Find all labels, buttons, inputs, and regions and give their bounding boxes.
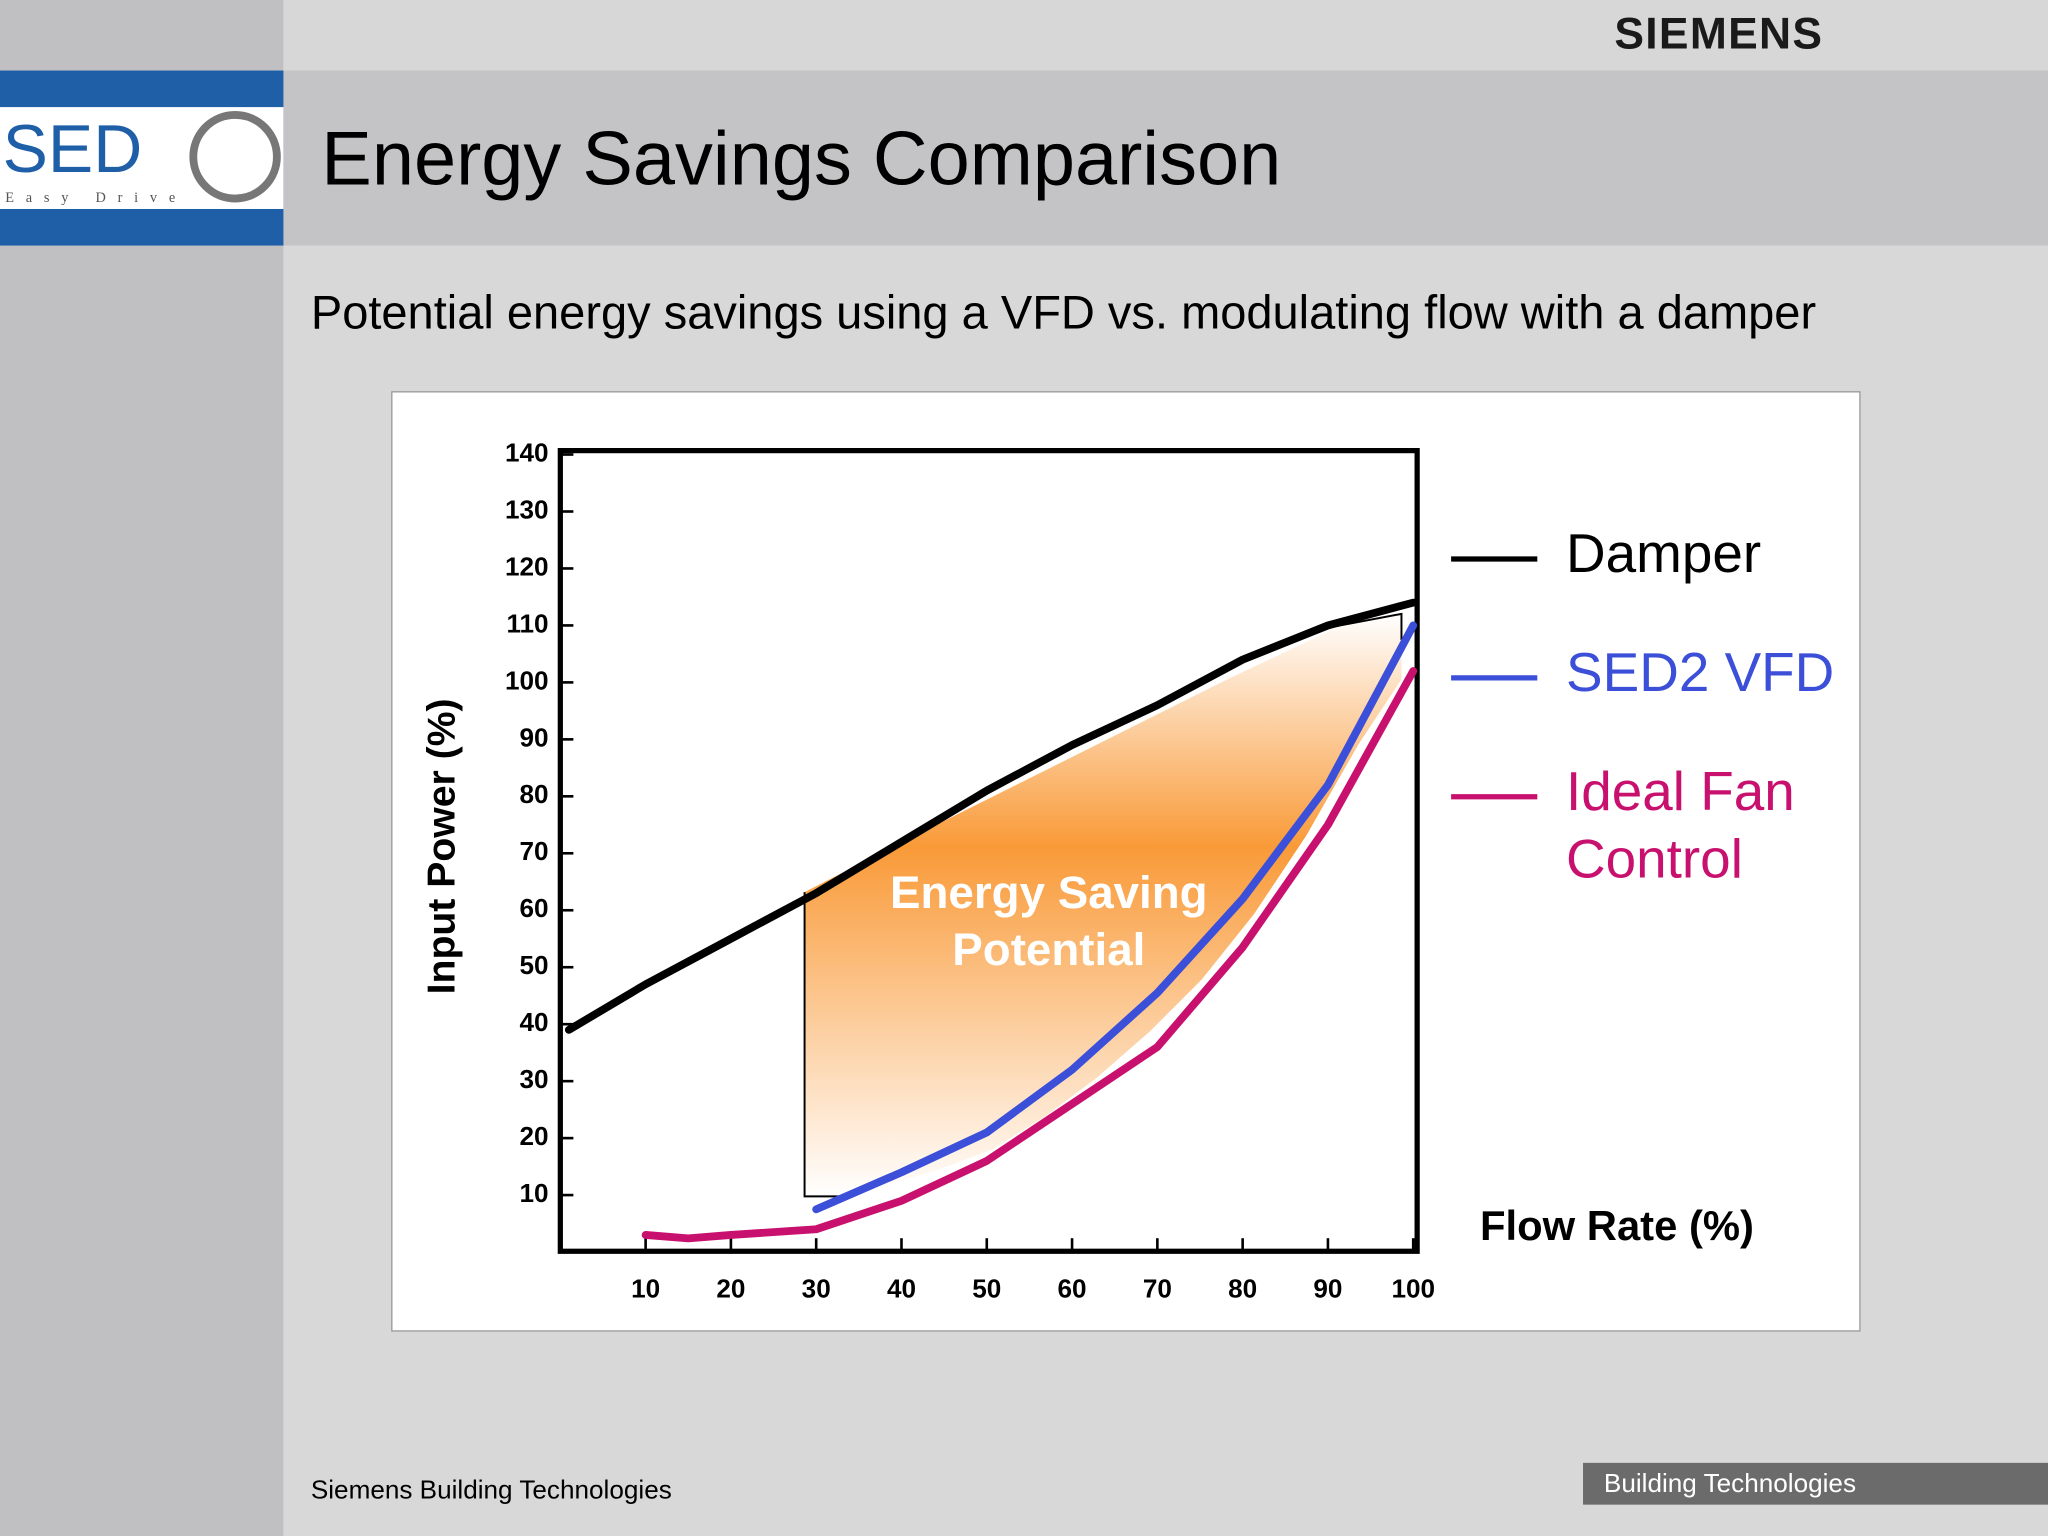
- y-tick-label: 40: [520, 1007, 549, 1037]
- y-tick-label: 30: [520, 1064, 549, 1094]
- y-tick-label: 140: [505, 437, 549, 467]
- logo-panel: [0, 107, 284, 209]
- y-tick-label: 90: [520, 722, 549, 752]
- slide-title: Energy Savings Comparison: [321, 117, 1281, 202]
- title-band: [283, 70, 2048, 246]
- series-line: [564, 598, 1418, 1034]
- x-tick-label: 40: [887, 1273, 916, 1303]
- x-tick-label: 60: [1058, 1273, 1087, 1303]
- subtitle: Potential energy savings using a VFD vs.…: [311, 286, 1816, 339]
- saving-outline: [803, 892, 849, 1198]
- sidebar: [0, 0, 284, 1536]
- logo-gear: [189, 111, 281, 203]
- y-tick-label: 60: [520, 893, 549, 923]
- logo-text: SED: [3, 112, 143, 187]
- footer-right: Building Technologies: [1604, 1468, 1856, 1498]
- y-tick-label: 130: [505, 494, 549, 524]
- legend-entry: Damper: [1566, 522, 1762, 584]
- footer-left: Siemens Building Technologies: [311, 1474, 672, 1504]
- x-axis-label: Flow Rate (%): [1480, 1202, 1754, 1249]
- logo-subtext: Easy Drive: [5, 190, 187, 206]
- x-tick-label: 80: [1228, 1273, 1257, 1303]
- legend-label: SED2 VFD: [1566, 641, 1835, 703]
- annotation-box: Energy Saving Potential: [890, 867, 1208, 976]
- y-tick-label: 110: [506, 608, 548, 638]
- x-tick-label: 100: [1391, 1273, 1435, 1303]
- y-tick-label: 120: [505, 551, 549, 581]
- series-line: [812, 621, 1418, 1214]
- y-tick-label: 80: [520, 779, 549, 809]
- legend-entry: Ideal Fan Control: [1566, 760, 1795, 890]
- series-line: [641, 667, 1418, 1243]
- brand: SIEMENS: [1614, 9, 1823, 58]
- legend-entry: SED2 VFD: [1566, 641, 1835, 703]
- plot: 10 20 30 40 50 60 70 80 90 100 110 120 130 140 10 20 30 4…: [505, 437, 1835, 1303]
- x-tick-label: 90: [1313, 1273, 1342, 1303]
- footer-bar: [1583, 1462, 2048, 1505]
- y-tick-label: 100: [505, 665, 549, 695]
- x-tick-label: 20: [716, 1273, 745, 1303]
- y-tick-label: 50: [520, 950, 549, 980]
- y-tick-label: 20: [520, 1121, 549, 1151]
- top-bar: [283, 0, 2048, 71]
- x-tick-label: 70: [1143, 1273, 1172, 1303]
- x-tick-label: 30: [802, 1273, 831, 1303]
- y-tick-label: 10: [520, 1178, 549, 1208]
- saving-outline: [1332, 612, 1403, 640]
- y-tick-label: 70: [520, 836, 549, 866]
- plot-frame: [557, 447, 1420, 1254]
- y-axis-label: Input Power (%): [420, 698, 463, 994]
- x-tick-label: 50: [972, 1273, 1001, 1303]
- annotation: Energy Saving Potential: [890, 867, 1208, 976]
- legend-label: Ideal Fan Control: [1566, 760, 1795, 890]
- saving-region: [804, 613, 1402, 1197]
- legend-label: Damper: [1566, 522, 1762, 584]
- x-tick-label: 10: [631, 1273, 660, 1303]
